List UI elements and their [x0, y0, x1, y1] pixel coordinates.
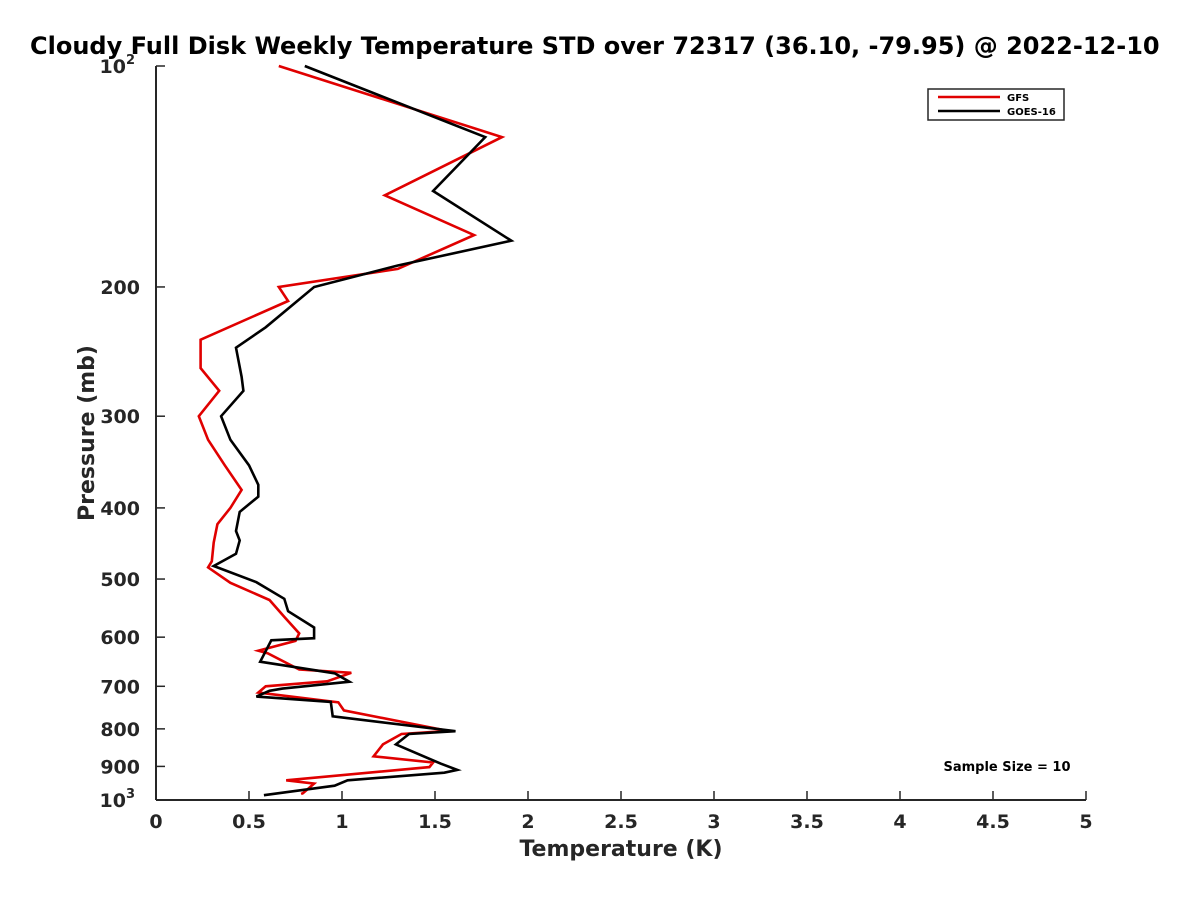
y-tick-label: 800	[100, 719, 140, 741]
series-line-goes-16	[210, 64, 515, 797]
y-tick-label: 900	[100, 756, 140, 778]
plot-area: 0 0.5 1 1.5 2 2.5 3 3.5 4 4.5 5 10 2200300400500600…	[100, 53, 1093, 833]
y-tick-label: 500	[100, 569, 140, 591]
y-tick-label-base: 10	[100, 56, 126, 78]
series-line-gfs	[197, 64, 506, 796]
x-tick-label: 4	[893, 811, 906, 833]
x-tick-label: 0.5	[232, 811, 266, 833]
y-tick-label-exponent: 2	[126, 53, 135, 68]
x-tick-label: 3	[707, 811, 720, 833]
x-tick-label: 3.5	[790, 811, 824, 833]
legend-box	[927, 88, 1065, 121]
y-tick-label-exponent: 3	[126, 787, 135, 802]
x-tick-label: 1.5	[418, 811, 452, 833]
y-tick-label: 300	[100, 406, 140, 428]
sample-size-annotation: Sample Size = 10	[943, 760, 1070, 775]
y-tick-label: 700	[100, 676, 140, 698]
x-tick-label: 2	[521, 811, 534, 833]
y-tick-label: 600	[100, 627, 140, 649]
y-tick-label: 200	[100, 277, 140, 299]
x-tick-label: 2.5	[604, 811, 638, 833]
x-tick-label: 0	[149, 811, 162, 833]
legend-label: GOES-16	[1007, 107, 1056, 118]
x-ticks: 0 0.5 1 1.5 2 2.5 3 3.5 4 4.5 5	[149, 791, 1093, 833]
x-axis-label: Temperature (K)	[519, 837, 722, 862]
legend: GFS GOES-16	[927, 88, 1065, 121]
chart-title: Cloudy Full Disk Weekly Temperature STD …	[30, 32, 1160, 60]
x-tick-label: 1	[335, 811, 348, 833]
x-tick-label: 4.5	[976, 811, 1010, 833]
y-tick-label-base: 10	[100, 790, 126, 812]
y-axis-label: Pressure (mb)	[75, 345, 100, 521]
x-tick-label: 5	[1079, 811, 1092, 833]
legend-entries: GFS GOES-16	[938, 93, 1056, 118]
y-tick-label: 400	[100, 498, 140, 520]
legend-label: GFS	[1007, 93, 1029, 104]
series-group	[197, 64, 515, 797]
